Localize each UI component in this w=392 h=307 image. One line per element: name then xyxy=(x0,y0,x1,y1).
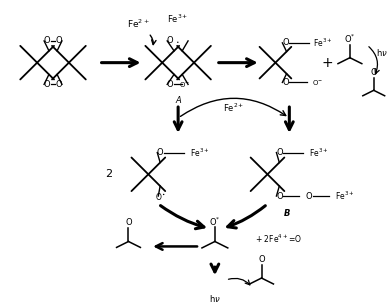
Text: Fe$^{3+}$: Fe$^{3+}$ xyxy=(167,13,189,25)
Text: Fe$^{3+}$: Fe$^{3+}$ xyxy=(190,146,210,159)
Text: A: A xyxy=(175,96,181,105)
Text: O: O xyxy=(258,255,265,264)
Text: Fe$^{2+}$: Fe$^{2+}$ xyxy=(127,18,150,30)
Text: h$\nu$: h$\nu$ xyxy=(209,293,221,304)
Text: Fe$^{3+}$: Fe$^{3+}$ xyxy=(313,37,333,49)
Text: O$^{-}$: O$^{-}$ xyxy=(312,78,323,87)
Text: O: O xyxy=(167,80,174,89)
Text: 2: 2 xyxy=(105,169,112,179)
Text: O: O xyxy=(157,148,163,157)
Text: O: O xyxy=(370,68,377,77)
Text: O: O xyxy=(306,192,312,200)
Text: + 2Fe$^{4+}$=O: + 2Fe$^{4+}$=O xyxy=(254,232,301,245)
Text: O: O xyxy=(282,38,289,47)
Text: O: O xyxy=(56,80,62,89)
Text: O: O xyxy=(282,78,289,87)
Text: O$^{\bullet}$: O$^{\bullet}$ xyxy=(155,191,165,201)
Text: O$^{*}$: O$^{*}$ xyxy=(344,33,356,45)
Text: Fe$^{3+}$: Fe$^{3+}$ xyxy=(309,146,329,159)
Text: O: O xyxy=(125,218,132,227)
Text: O$^{*}$: O$^{*}$ xyxy=(209,215,221,227)
Text: O: O xyxy=(167,37,174,45)
Text: B: B xyxy=(284,209,290,218)
Text: h$\nu$: h$\nu$ xyxy=(376,47,388,58)
Text: O: O xyxy=(276,148,283,157)
Text: O: O xyxy=(276,192,283,200)
Text: O: O xyxy=(56,37,62,45)
Text: Fe$^{3+}$: Fe$^{3+}$ xyxy=(335,190,355,202)
Text: O: O xyxy=(44,80,51,89)
Text: +: + xyxy=(321,56,333,70)
Text: Fe$^{2+}$: Fe$^{2+}$ xyxy=(223,102,244,114)
Text: O: O xyxy=(44,37,51,45)
Text: $\cdot$: $\cdot$ xyxy=(175,36,180,46)
Text: O$^{-}$: O$^{-}$ xyxy=(178,80,190,89)
